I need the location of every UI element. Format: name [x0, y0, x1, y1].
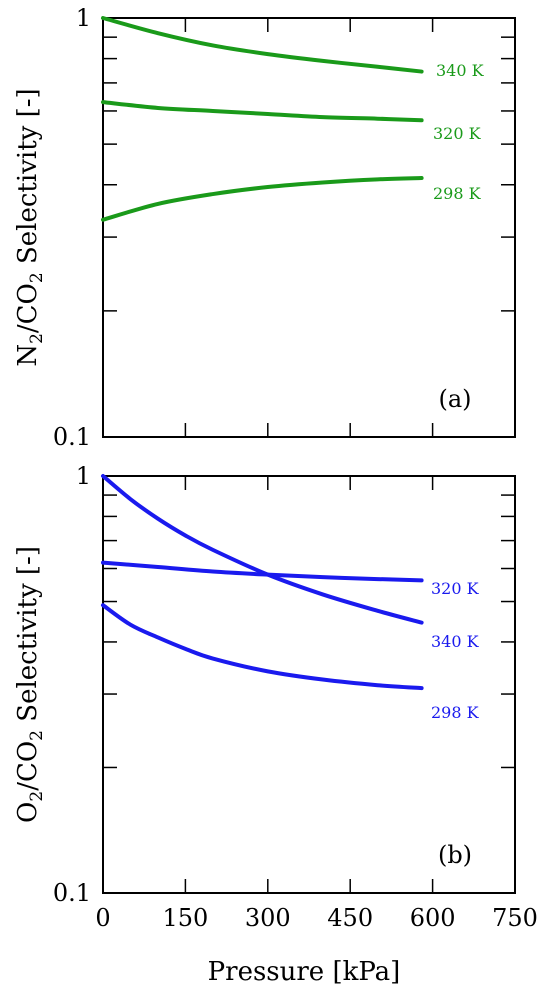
y-axis-title-part: /CO: [13, 283, 43, 333]
y-axis-title-part: O: [13, 802, 43, 823]
plot-frame: [102, 475, 516, 894]
y-axis-title: N2/CO2 Selectivity [-]: [13, 88, 47, 366]
x-axis-title: Pressure [kPa]: [208, 957, 401, 987]
y-tick-label-top: 1: [76, 462, 91, 490]
y-axis-title-part: N: [13, 344, 43, 367]
y-axis-title-subscript: 2: [27, 730, 47, 741]
panel-tag: (b): [438, 841, 472, 869]
x-tick-label: 600: [410, 904, 456, 932]
series-label-340-k: 340 K: [431, 632, 480, 651]
y-tick-label-bottom: 0.1: [53, 423, 91, 451]
series-label-320-k: 320 K: [431, 579, 480, 598]
series-line-320-k: [101, 100, 424, 123]
y-axis-title-part: /CO: [13, 741, 43, 791]
y-axis-title-part: Selectivity [-]: [13, 88, 43, 272]
series-line-298-k: [101, 603, 424, 691]
y-axis-title-subscript: 2: [27, 791, 47, 802]
y-axis-title: O2/CO2 Selectivity [-]: [13, 546, 47, 823]
x-tick-label: 150: [162, 904, 208, 932]
series-line-340-k: [101, 474, 424, 625]
y-tick-label-bottom: 0.1: [53, 879, 91, 907]
series-label-298-k: 298 K: [433, 184, 482, 203]
x-tick-label: 300: [245, 904, 291, 932]
x-tick-label: 750: [492, 904, 538, 932]
plot-frame: [102, 17, 516, 438]
x-tick-label: 450: [327, 904, 373, 932]
series-line-320-k: [101, 560, 424, 583]
series-label-340-k: 340 K: [436, 61, 485, 80]
series-label-298-k: 298 K: [431, 703, 480, 722]
panel-tag: (a): [438, 385, 471, 413]
y-axis-title-subscript: 2: [27, 272, 47, 283]
series-line-298-k: [101, 176, 424, 222]
series-line-340-k: [101, 16, 424, 74]
series-label-320-k: 320 K: [433, 124, 482, 143]
y-tick-label-top: 1: [76, 4, 91, 32]
x-tick-label: 0: [95, 904, 110, 932]
y-axis-title-subscript: 2: [27, 333, 47, 344]
y-axis-title-part: Selectivity [-]: [13, 546, 43, 730]
